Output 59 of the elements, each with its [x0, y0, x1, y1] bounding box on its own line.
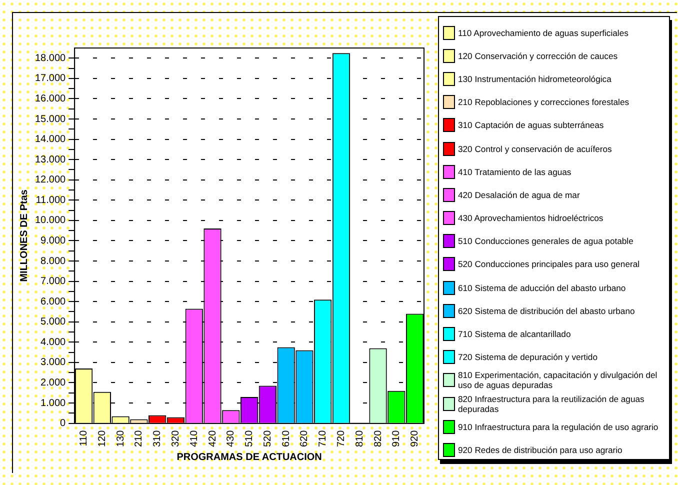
y-tick-label: 8.000 — [40, 256, 66, 267]
legend-label: 710 Sistema de alcantarillado — [458, 329, 571, 340]
y-tick-label: 10.000 — [34, 215, 66, 226]
legend-label: 920 Redes de distribución para uso agrario — [458, 444, 622, 455]
y-axis-title: MILLONES DE Ptas — [18, 189, 30, 282]
legend-label: 210 Repoblaciones y correcciones forestales — [458, 97, 630, 108]
legend-label: 620 Sistema de distribución del abasto urbano — [458, 306, 635, 316]
y-tick-label: 16.000 — [34, 93, 66, 104]
legend-label: 720 Sistema de depuración y vertido — [458, 352, 598, 362]
x-tick-label: 120 — [96, 430, 108, 448]
x-tick-label: 910 — [391, 430, 402, 448]
legend-label: 320 Control y conservación de acuíferos — [458, 144, 612, 154]
y-tick-label: 5.000 — [40, 316, 66, 328]
legend-label: 410 Tratamiento de las aguas — [458, 166, 572, 177]
legend-label: 130 Instrumentación hidrometeorológica — [458, 74, 612, 84]
legend-label: 430 Aprovechamientos hidroeléctricos — [458, 213, 604, 224]
x-tick-label: 510 — [244, 430, 256, 448]
x-axis-title: PROGRAMAS DE ACTUACION — [176, 452, 322, 463]
y-tick-label: 0 — [60, 418, 66, 430]
legend-label: 310 Captación de aguas subterráneas — [458, 120, 604, 130]
y-tick-label: 15.000 — [34, 114, 66, 125]
y-tick-label: 14.000 — [34, 134, 66, 146]
x-tick-label: 520 — [262, 430, 274, 448]
x-tick-label: 810 — [354, 430, 366, 448]
x-tick-label: 130 — [115, 430, 126, 448]
y-tick-label: 17.000 — [34, 73, 66, 84]
x-tick-label: 820 — [372, 430, 384, 448]
x-tick-label: 420 — [207, 430, 218, 448]
y-tick-label: 7.000 — [40, 276, 66, 288]
x-tick-label: 610 — [280, 430, 292, 448]
y-tick-label: 3.000 — [40, 357, 66, 368]
y-tick-label: 2.000 — [40, 377, 66, 388]
legend-label: 510 Conducciones generales de agua potable — [458, 236, 634, 246]
y-tick-label: 12.000 — [34, 174, 66, 186]
x-tick-label: 320 — [170, 430, 182, 448]
legend-label: 520 Conducciones principales para uso general — [458, 259, 640, 270]
legend-label: 110 Aprovechamiento de aguas superficiales — [458, 28, 628, 38]
y-tick-label: 18.000 — [34, 52, 66, 64]
legend-label: 420 Desalación de agua de mar — [458, 190, 580, 200]
legend-label: 820 Infraestructura para la reutilización de aguas depuradas — [458, 394, 646, 414]
y-tick-label: 1.000 — [40, 398, 66, 409]
x-tick-label: 110 — [78, 430, 90, 446]
x-tick-label: 720 — [336, 430, 347, 448]
y-tick-label: 9.000 — [40, 235, 66, 246]
y-tick-label: 11.000 — [36, 194, 66, 206]
x-tick-label: 210 — [134, 430, 145, 448]
legend-label: 810 Experimentación, capacitación y divulgación del uso de aguas depuradas — [458, 370, 658, 390]
x-tick-label: 620 — [299, 430, 310, 448]
x-tick-label: 920 — [410, 430, 421, 448]
legend-label: 610 Sistema de aducción del abasto urbano — [458, 282, 626, 293]
legend-label: 120 Conservación y corrección de cauces — [458, 50, 618, 61]
x-tick-label: 310 — [152, 430, 164, 448]
x-tick-label: 430 — [226, 430, 237, 448]
legend-label: 910 Infraestructura para la regulación de uso agrario — [458, 422, 658, 432]
x-tick-label: 710 — [318, 430, 329, 448]
x-tick-label: 410 — [188, 430, 200, 448]
y-tick-label: 4.000 — [40, 336, 66, 348]
y-tick-label: 13.000 — [34, 154, 66, 166]
y-tick-label: 6.000 — [40, 296, 66, 308]
